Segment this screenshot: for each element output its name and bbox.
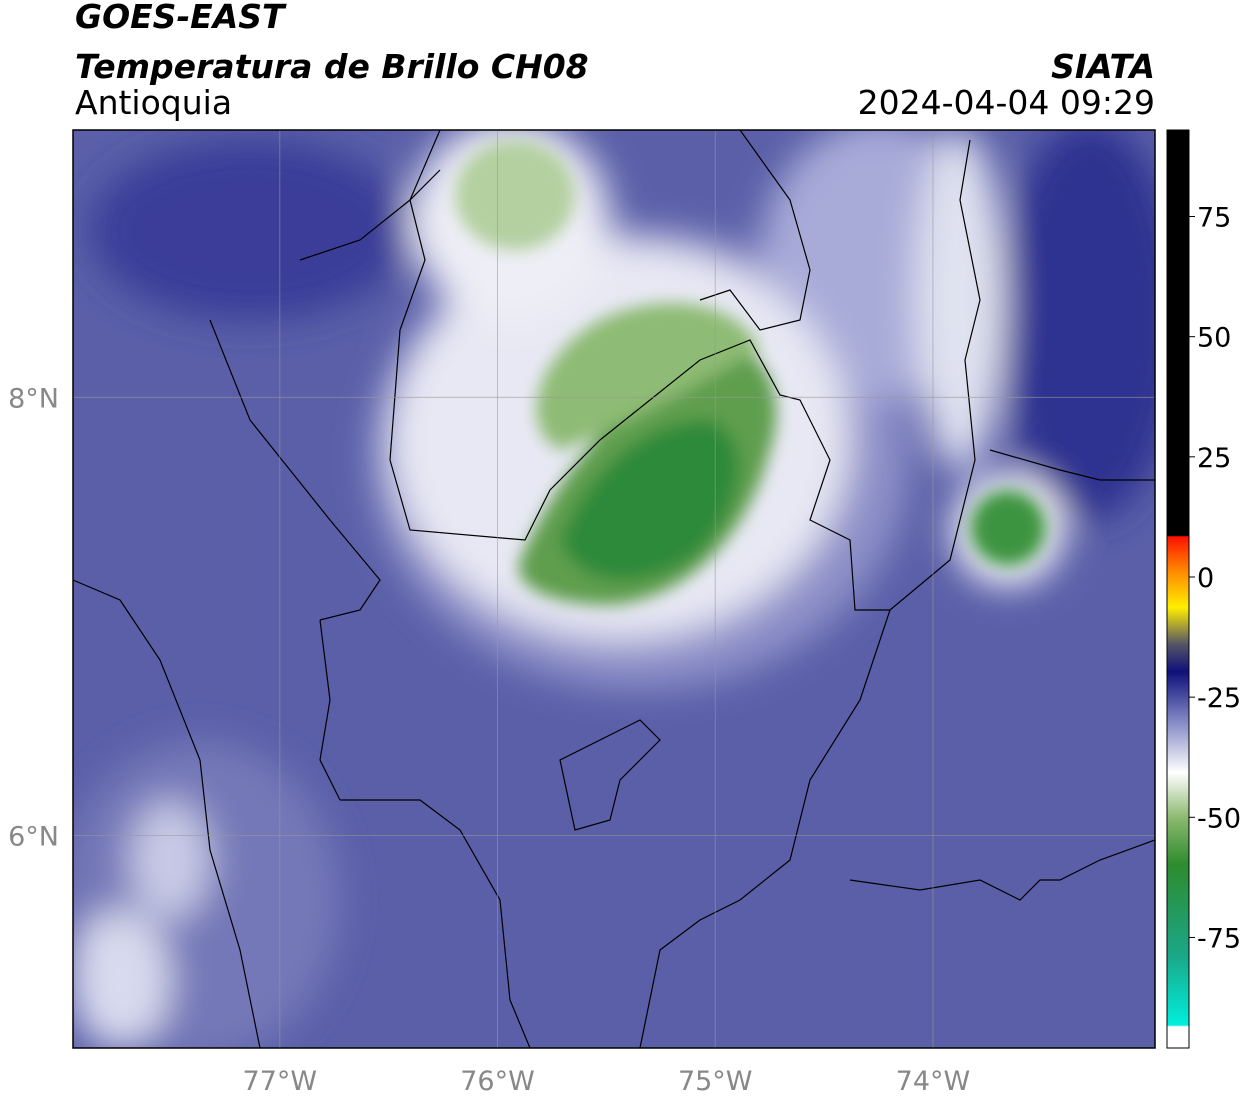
colorbar-tick-label: 0 xyxy=(1197,563,1214,594)
boundaries xyxy=(73,130,1155,1048)
datetime: 2024-04-04 09:29 xyxy=(858,83,1155,122)
colorbar-tick-label: -25 xyxy=(1197,683,1241,714)
region: Antioquia xyxy=(75,83,232,122)
colorbar-tick-label: -75 xyxy=(1197,923,1241,954)
colorbar xyxy=(1166,129,1190,1049)
colorbar-tick-label: 50 xyxy=(1197,323,1231,354)
lon-tick-label: 75°W xyxy=(678,1066,753,1097)
source: SIATA xyxy=(1051,47,1155,86)
map-frame xyxy=(72,129,1156,1049)
lat-tick-label: 6°N xyxy=(8,821,59,852)
lon-tick-label: 77°W xyxy=(243,1066,318,1097)
lat-tick-label: 8°N xyxy=(8,383,59,414)
title: GOES-EAST xyxy=(75,0,287,36)
colorbar-tick-label: 75 xyxy=(1197,203,1231,234)
subtitle: Temperatura de Brillo CH08 xyxy=(75,47,589,86)
lon-tick-label: 74°W xyxy=(896,1066,971,1097)
colorbar-tick-label: 25 xyxy=(1197,443,1231,474)
satellite-field xyxy=(73,130,1155,1048)
lon-tick-label: 76°W xyxy=(460,1066,535,1097)
colorbar-tick-label: -50 xyxy=(1197,803,1241,834)
